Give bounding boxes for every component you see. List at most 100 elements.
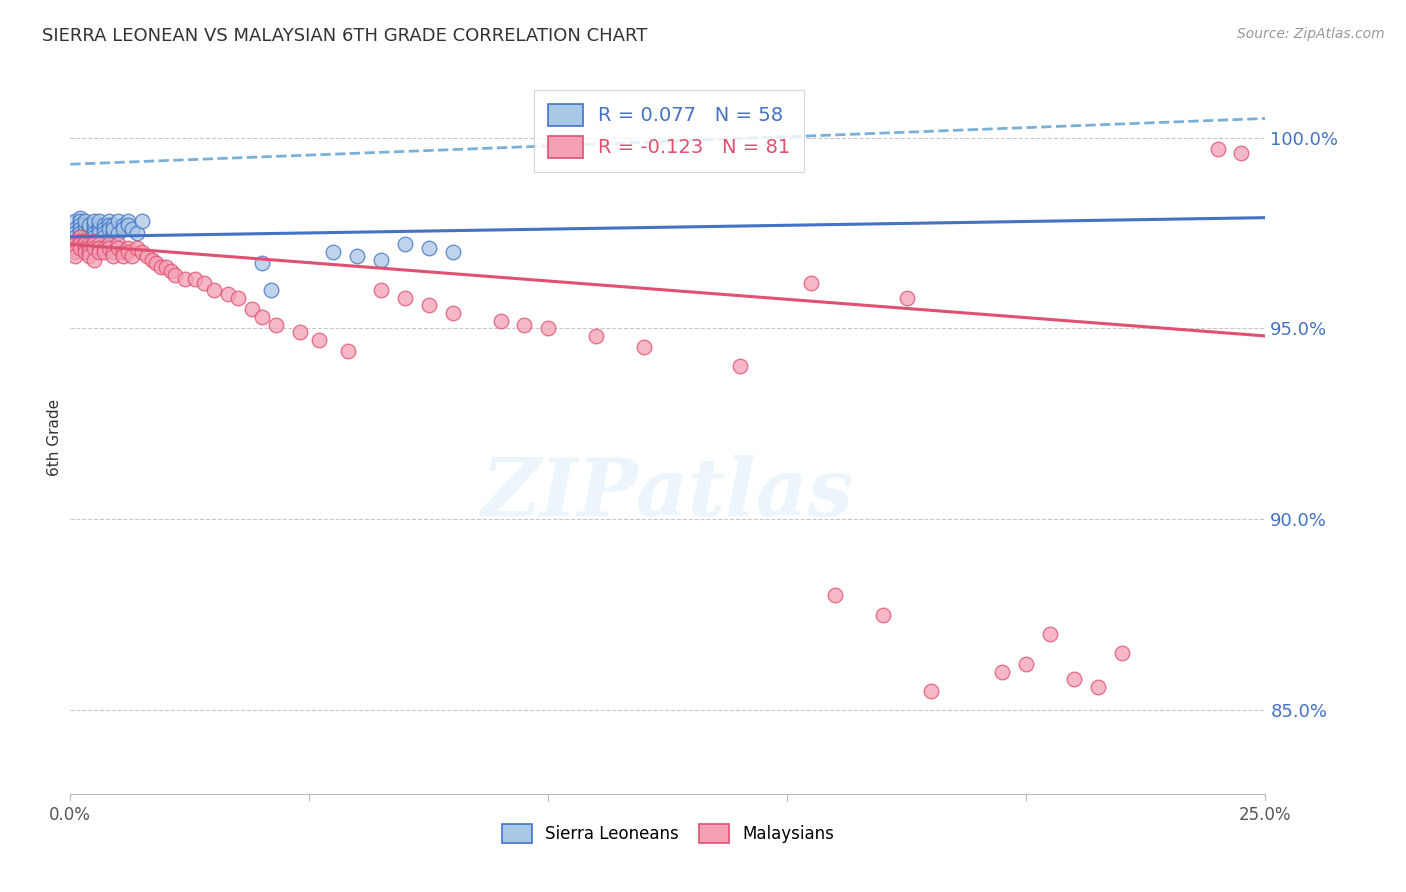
Point: [73, 234, 96, 248]
Point: [155, 260, 177, 275]
Point: [83, 219, 105, 233]
Point: [83, 214, 105, 228]
Point: [63, 222, 86, 236]
Point: [79, 241, 101, 255]
Point: [103, 219, 125, 233]
Point: [69, 237, 91, 252]
Point: [83, 252, 105, 267]
Point: [93, 226, 115, 240]
Point: [117, 214, 139, 228]
Point: [73, 222, 96, 236]
Point: [135, 249, 157, 263]
Legend: Sierra Leoneans, Malaysians: Sierra Leoneans, Malaysians: [495, 817, 841, 850]
Point: [308, 333, 330, 347]
Point: [73, 219, 96, 233]
Point: [728, 359, 751, 374]
Point: [1087, 680, 1109, 694]
Text: ZIPatlas: ZIPatlas: [482, 456, 853, 533]
Point: [93, 219, 115, 233]
Point: [394, 291, 416, 305]
Point: [117, 219, 139, 233]
Point: [441, 245, 464, 260]
Point: [991, 665, 1014, 679]
Point: [87, 222, 110, 236]
Point: [79, 234, 101, 248]
Point: [63, 237, 86, 252]
Point: [260, 283, 283, 297]
Point: [370, 252, 392, 267]
Point: [97, 222, 120, 236]
Point: [83, 237, 105, 252]
Point: [633, 340, 655, 354]
Point: [418, 298, 440, 312]
Point: [111, 245, 134, 260]
Point: [69, 219, 91, 233]
Point: [83, 234, 105, 248]
Point: [107, 241, 129, 255]
Point: [174, 271, 197, 285]
Point: [73, 226, 96, 240]
Point: [63, 241, 86, 255]
Point: [370, 283, 392, 297]
Point: [1111, 646, 1133, 660]
Point: [394, 237, 416, 252]
Point: [83, 222, 105, 236]
Point: [336, 344, 359, 359]
Point: [103, 249, 125, 263]
Point: [103, 245, 125, 260]
Point: [1039, 626, 1062, 640]
Point: [69, 214, 91, 228]
Point: [73, 214, 96, 228]
Point: [250, 310, 273, 324]
Point: [226, 291, 249, 305]
Point: [83, 241, 105, 255]
Point: [141, 252, 163, 267]
Point: [93, 229, 115, 244]
Point: [111, 222, 134, 236]
Point: [150, 260, 173, 275]
Point: [79, 226, 101, 240]
Point: [63, 226, 86, 240]
Point: [87, 245, 110, 260]
Point: [165, 268, 187, 282]
Point: [73, 237, 96, 252]
Point: [920, 683, 942, 698]
Point: [824, 589, 846, 603]
Point: [183, 271, 205, 285]
Point: [131, 214, 153, 228]
Point: [121, 249, 143, 263]
Text: SIERRA LEONEAN VS MALAYSIAN 6TH GRADE CORRELATION CHART: SIERRA LEONEAN VS MALAYSIAN 6TH GRADE CO…: [42, 27, 648, 45]
Point: [322, 245, 344, 260]
Point: [69, 226, 91, 240]
Point: [63, 249, 86, 263]
Point: [111, 219, 134, 233]
Point: [127, 241, 149, 255]
Point: [288, 325, 311, 339]
Point: [441, 306, 464, 320]
Point: [73, 234, 96, 248]
Y-axis label: 6th Grade: 6th Grade: [46, 399, 62, 475]
Point: [121, 222, 143, 236]
Point: [93, 222, 115, 236]
Point: [1206, 142, 1229, 156]
Point: [79, 229, 101, 244]
Point: [1230, 145, 1253, 160]
Point: [79, 237, 101, 252]
Point: [217, 287, 239, 301]
Point: [117, 241, 139, 255]
Point: [83, 229, 105, 244]
Point: [107, 214, 129, 228]
Point: [73, 241, 96, 255]
Point: [69, 241, 91, 255]
Point: [93, 241, 115, 255]
Point: [63, 245, 86, 260]
Point: [240, 302, 263, 317]
Point: [1015, 657, 1038, 672]
Point: [79, 249, 101, 263]
Point: [103, 222, 125, 236]
Point: [73, 245, 96, 260]
Point: [537, 321, 560, 335]
Point: [159, 264, 181, 278]
Point: [63, 234, 86, 248]
Point: [69, 222, 91, 236]
